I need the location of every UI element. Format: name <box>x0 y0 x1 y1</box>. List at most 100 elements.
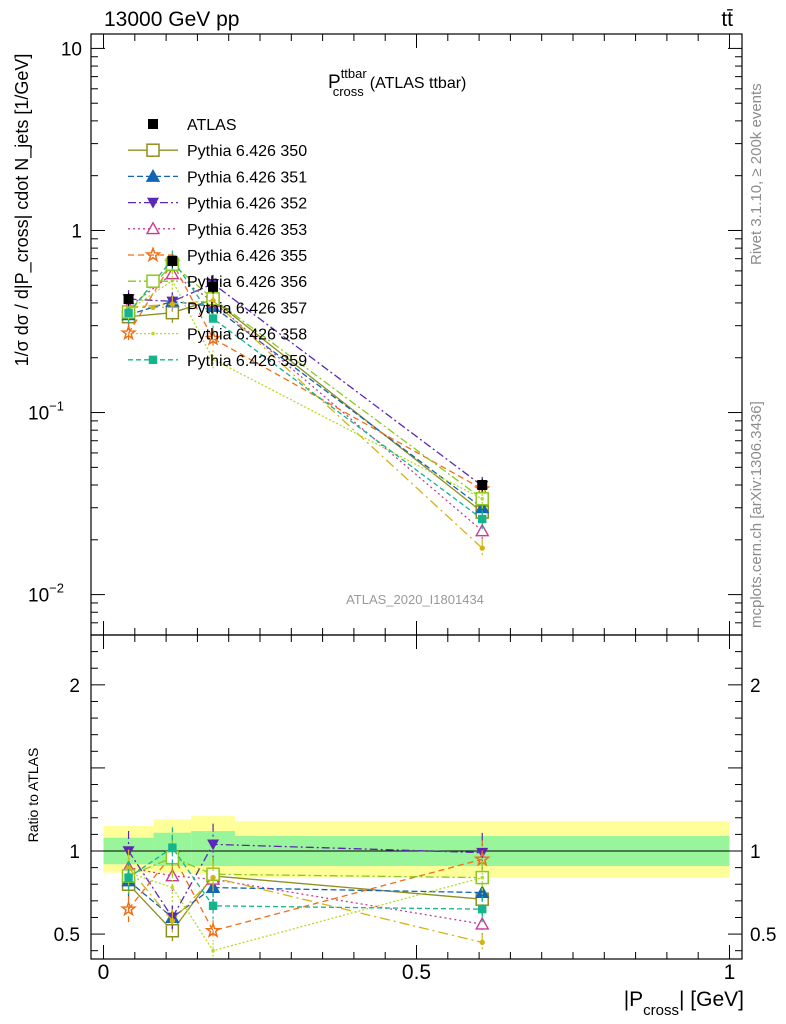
legend-entry: Pythia 6.426 359 <box>128 353 307 370</box>
series-line-ratio <box>128 880 483 919</box>
series-line-ratio <box>128 843 483 919</box>
main-y-tick-exponent: −1 <box>49 399 64 414</box>
data-point-marker <box>146 143 160 157</box>
data-point-marker <box>204 329 222 346</box>
rivet-version-label: Rivet 3.1.10, ≥ 200k events <box>748 83 765 265</box>
legend-entry: Pythia 6.426 350 <box>128 143 307 160</box>
legend-entry: Pythia 6.426 356 <box>128 274 307 291</box>
series-line-ratio <box>128 846 483 910</box>
data-point-marker <box>477 479 488 490</box>
series-line-main <box>128 263 483 500</box>
series-line-main <box>128 299 483 513</box>
legend-label: Pythia 6.426 352 <box>187 196 307 213</box>
data-point-marker <box>208 901 218 911</box>
legend-entry: Pythia 6.426 357 <box>128 300 307 317</box>
main-y-tick-label: 10−1 <box>28 399 64 425</box>
series-line-ratio <box>128 867 483 944</box>
series-line-ratio <box>128 871 483 952</box>
ratio-plot-frame <box>90 634 743 960</box>
series-line-ratio <box>128 853 483 932</box>
series-line-main <box>128 283 483 487</box>
data-point-marker <box>169 301 176 307</box>
data-point-marker <box>207 839 220 851</box>
legend-entry: Pythia 6.426 353 <box>128 221 307 239</box>
header-process-label: 13000 GeV pp <box>104 8 239 31</box>
data-point-marker <box>144 246 162 263</box>
data-point-marker <box>211 357 215 362</box>
legend-label: Pythia 6.426 358 <box>187 327 307 344</box>
x-axis-label-bar: |P <box>624 988 643 1011</box>
plot-title-tail: (ATLAS ttbar) <box>370 75 467 92</box>
data-point-marker <box>146 274 160 288</box>
data-point-marker <box>475 916 490 930</box>
series-line-ratio <box>128 875 483 932</box>
data-point-marker <box>210 874 216 881</box>
legend-entry: Pythia 6.426 355 <box>128 246 307 265</box>
atlas-data-points <box>123 254 488 492</box>
series-line-main <box>128 299 483 549</box>
data-point-marker <box>204 921 222 938</box>
data-point-marker <box>479 939 485 946</box>
analysis-watermark: ATLAS_2020_I1801434 <box>346 592 484 607</box>
data-point-marker <box>480 496 485 501</box>
data-point-marker <box>167 255 178 266</box>
data-point-marker <box>120 900 137 917</box>
main-y-axis-label: 1/σ dσ / d|P_cross| cdot N_jets [1/GeV] <box>12 54 33 367</box>
series-line-main <box>128 279 483 500</box>
data-point-marker <box>145 168 161 182</box>
series-line-main <box>128 261 483 490</box>
x-tick-label: 0 <box>98 961 110 984</box>
data-point-marker <box>148 119 158 129</box>
data-point-marker <box>168 843 177 852</box>
series-layer <box>120 250 491 959</box>
data-point-marker <box>208 281 219 292</box>
ratio-y-tick-label-left: 2 <box>69 676 80 697</box>
data-point-marker <box>120 324 137 341</box>
legend-label: Pythia 6.426 351 <box>187 169 307 186</box>
plot-title-main: P <box>328 72 341 93</box>
plot-title: Pttbar cross (ATLAS ttbar) <box>328 66 466 99</box>
legend-label: Pythia 6.426 357 <box>187 300 307 317</box>
legend-entry: Pythia 6.426 351 <box>128 168 307 186</box>
legend: ATLAS Pythia 6.426 350 Pythia 6.426 351 Pyt… <box>128 117 307 370</box>
data-point-marker <box>169 918 176 924</box>
ratio-y-tick-label-right: 0.5 <box>750 925 776 946</box>
ratio-uncertainty-bands <box>91 816 742 878</box>
main-y-tick-label: 10−2 <box>28 581 64 607</box>
ratio-y-tick-label-right: 2 <box>750 676 761 697</box>
series-group <box>121 255 489 895</box>
data-point-marker <box>150 304 156 311</box>
legend-label: Pythia 6.426 359 <box>187 353 307 370</box>
mcplots-reference-label: mcplots.cern.ch [arXiv:1306.3436] <box>748 401 765 628</box>
legend-label: ATLAS <box>187 117 237 134</box>
legend-label: Pythia 6.426 353 <box>187 222 307 239</box>
legend-label: Pythia 6.426 355 <box>187 248 307 265</box>
data-point-marker <box>170 885 175 890</box>
data-point-marker <box>151 331 155 336</box>
x-axis-label-subscript: cross <box>643 1002 679 1019</box>
plot-title-subscript: cross <box>333 84 365 99</box>
data-point-marker <box>478 904 487 914</box>
main-axis-ticks: 10 1 10−1 10−2 <box>28 39 742 636</box>
main-y-tick-label: 10 <box>61 39 82 60</box>
data-point-marker <box>147 197 159 209</box>
legend-entry: Pythia 6.426 358 <box>128 327 307 344</box>
ratio-y-tick-label-left: 0.5 <box>54 925 80 946</box>
x-axis-label-tail: | [GeV] <box>679 988 744 1011</box>
legend-label: Pythia 6.426 350 <box>187 143 307 160</box>
legend-entry-atlas: ATLAS <box>148 117 237 134</box>
main-y-tick-label: 1 <box>71 221 82 242</box>
plot-title-superscript: ttbar <box>341 66 368 81</box>
header-final-state-label: tt̄ <box>721 8 733 31</box>
x-axis-label: |Pcross| [GeV] <box>624 988 744 1019</box>
ratio-y-tick-label-left: 1 <box>69 842 80 863</box>
data-point-marker <box>475 523 490 537</box>
series-line-ratio <box>128 856 483 879</box>
data-point-marker <box>479 545 485 551</box>
x-tick-label: 0.5 <box>402 961 431 984</box>
ratio-axis-ticks: 2 2 1 1 0.5 0.5 <box>54 651 776 952</box>
x-tick-label: 1 <box>724 961 736 984</box>
data-point-marker <box>145 221 161 235</box>
legend-label: Pythia 6.426 356 <box>187 274 307 291</box>
